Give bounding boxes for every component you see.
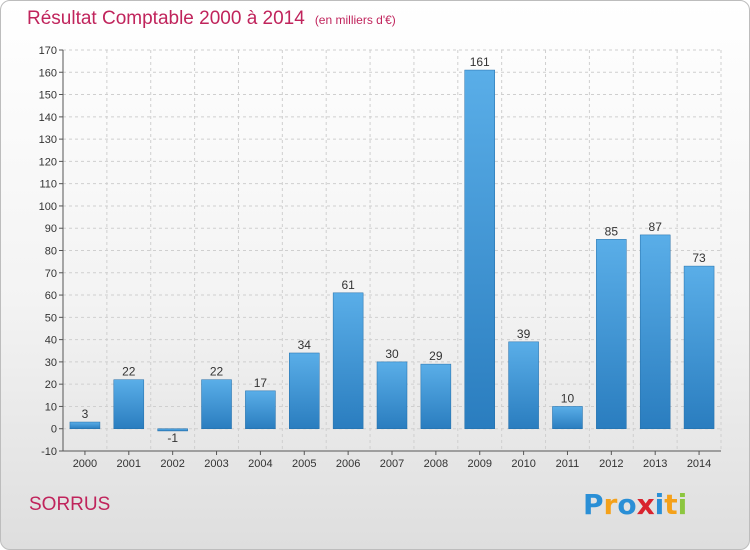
y-tick-label: 130 xyxy=(39,134,57,146)
y-tick-label: 170 xyxy=(39,45,57,57)
data-label: 85 xyxy=(605,224,619,238)
bar xyxy=(157,428,188,432)
data-label: 39 xyxy=(517,327,531,341)
data-label: 3 xyxy=(82,407,89,421)
y-tick-label: 50 xyxy=(45,312,57,324)
y-tick-label: 160 xyxy=(39,67,57,79)
y-tick-label: 60 xyxy=(45,290,57,302)
bar xyxy=(113,379,145,429)
x-tick-label: 2010 xyxy=(511,458,535,470)
chart-title: Résultat Comptable 2000 à 2014 (en millie… xyxy=(27,8,396,30)
x-tick-label: 2009 xyxy=(467,458,491,470)
bar xyxy=(376,361,408,429)
y-tick-label: 20 xyxy=(45,379,57,391)
logo-letter: o xyxy=(617,488,637,521)
x-tick-label: 2002 xyxy=(160,458,184,470)
x-tick-label: 2000 xyxy=(73,458,97,470)
x-tick-label: 2006 xyxy=(336,458,360,470)
data-label: 17 xyxy=(254,376,268,390)
y-tick-label: 10 xyxy=(45,401,57,413)
bar xyxy=(508,341,539,429)
logo-letter: i xyxy=(654,488,665,521)
data-label: 161 xyxy=(470,55,490,69)
y-tick-label: 140 xyxy=(39,112,57,124)
chart-title-text: Résultat Comptable 2000 à 2014 xyxy=(27,8,305,29)
data-label: 10 xyxy=(561,391,575,405)
data-label: 87 xyxy=(649,220,663,234)
logo-letter: P xyxy=(583,488,604,521)
data-label: 34 xyxy=(298,338,312,352)
bar xyxy=(201,379,232,429)
y-tick-label: 90 xyxy=(45,223,57,235)
data-label: 30 xyxy=(385,347,399,361)
bar xyxy=(420,363,452,429)
data-label: 29 xyxy=(429,349,443,363)
data-label: 61 xyxy=(341,278,355,292)
bar xyxy=(289,352,320,429)
chart-subtitle: (en milliers d'€) xyxy=(314,13,396,27)
x-tick-label: 2013 xyxy=(643,458,667,470)
y-tick-label: 30 xyxy=(45,357,57,369)
x-tick-label: 2004 xyxy=(248,458,272,470)
bar xyxy=(596,239,627,429)
data-labels: 3 22 -1 22 17 34 61 30 29 161 39 10 85 87 73 xyxy=(82,55,706,445)
y-tick-label: 80 xyxy=(45,246,57,258)
logo-letter: x xyxy=(636,488,655,521)
bar xyxy=(639,234,671,429)
logo-letter: r xyxy=(603,488,618,521)
y-tick-label: 150 xyxy=(39,90,57,102)
x-tick-label: 2008 xyxy=(424,458,448,470)
data-label: 22 xyxy=(210,365,224,379)
bar xyxy=(69,421,101,429)
bar xyxy=(245,390,276,429)
x-tick-label: 2001 xyxy=(117,458,141,470)
bars xyxy=(69,69,715,432)
y-tick-label: 40 xyxy=(45,335,57,347)
y-tick-label: 110 xyxy=(39,179,57,191)
y-tick-label: -10 xyxy=(41,446,57,458)
y-tick-label: 120 xyxy=(39,156,57,168)
x-tick-label: 2005 xyxy=(292,458,316,470)
x-tick-label: 2007 xyxy=(380,458,404,470)
logo-letter: t xyxy=(664,488,678,521)
bar xyxy=(683,265,715,429)
x-tick-label: 2011 xyxy=(556,458,580,470)
x-tick-label: 2012 xyxy=(599,458,623,470)
data-label: 73 xyxy=(692,251,706,265)
bar xyxy=(552,406,583,429)
axes: -10 0 10 20 30 40 50 60 70 80 90 100 110 120 130 140 150… xyxy=(39,45,721,470)
x-tick-label: 2014 xyxy=(687,458,711,470)
data-label: 22 xyxy=(122,365,136,379)
bar xyxy=(332,292,364,429)
proxiti-logo: Proxiti xyxy=(583,488,687,521)
y-tick-label: 100 xyxy=(39,201,57,213)
data-label: -1 xyxy=(167,431,178,445)
y-tick-label: 0 xyxy=(51,424,57,436)
place-name: SORRUS xyxy=(29,494,111,515)
x-tick-label: 2003 xyxy=(204,458,228,470)
logo-letter: i xyxy=(677,488,688,521)
bar xyxy=(464,69,495,429)
y-tick-label: 70 xyxy=(45,268,57,280)
